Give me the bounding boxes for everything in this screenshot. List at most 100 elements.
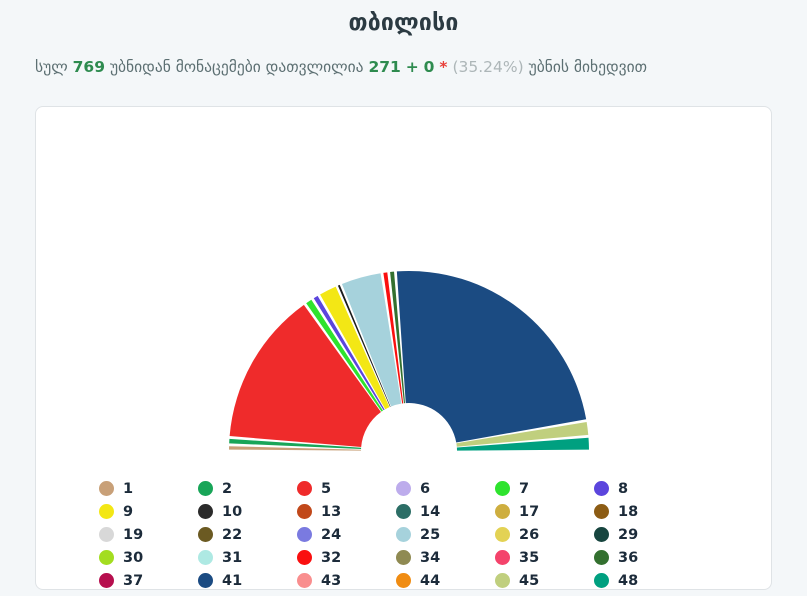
arc-slice[interactable] [337,284,391,407]
legend-color-swatch-icon [495,504,510,519]
legend-color-swatch-icon [99,527,114,542]
legend-item[interactable]: 8 [594,477,693,500]
legend-color-swatch-icon [99,504,114,519]
legend-color-swatch-icon [594,573,609,588]
legend-item-label: 37 [123,572,144,589]
legend-item-label: 6 [420,480,431,497]
legend-item[interactable]: 43 [297,569,396,589]
parliament-arc-svg [229,271,589,451]
legend-item-label: 5 [321,480,332,497]
legend-item[interactable]: 44 [396,569,495,589]
legend-item[interactable]: 2 [198,477,297,500]
legend-color-swatch-icon [198,481,213,496]
arc-slice[interactable] [456,437,589,451]
legend-item-label: 45 [519,572,540,589]
legend-color-swatch-icon [297,550,312,565]
legend-color-swatch-icon [594,504,609,519]
legend-item-label: 30 [123,549,144,566]
total-precincts-count: 769 [72,58,105,76]
legend-color-swatch-icon [396,504,411,519]
legend-item[interactable]: 9 [99,500,198,523]
legend-color-swatch-icon [99,550,114,565]
legend-color-swatch-icon [495,481,510,496]
legend-item-label: 8 [618,480,629,497]
summary-suffix: უბნის მიხედვით [528,58,648,76]
legend-item[interactable]: 45 [495,569,594,589]
legend-item-label: 13 [321,503,342,520]
legend-item[interactable]: 7 [495,477,594,500]
legend-item[interactable]: 37 [99,569,198,589]
legend-item[interactable]: 41 [198,569,297,589]
legend-color-swatch-icon [198,504,213,519]
legend-color-swatch-icon [594,527,609,542]
legend-item-label: 17 [519,503,540,520]
chart-legend: 1 2 5 6 7 8 9 10 13 14 17 18 19 22 24 25 26 29 30 31 32 34 35 3… [36,477,771,589]
legend-color-swatch-icon [495,550,510,565]
legend-item-label: 29 [618,526,639,543]
legend-item[interactable]: 29 [594,523,693,546]
legend-item[interactable]: 1 [99,477,198,500]
legend-item-label: 7 [519,480,530,497]
legend-color-swatch-icon [198,550,213,565]
legend-color-swatch-icon [99,573,114,588]
page-title: თბილისი [348,10,459,36]
arc-slice-group [229,271,589,451]
legend-item[interactable]: 25 [396,523,495,546]
legend-item[interactable]: 17 [495,500,594,523]
legend-item-label: 22 [222,526,243,543]
legend-item-label: 26 [519,526,540,543]
legend-item-label: 43 [321,572,342,589]
legend-item[interactable]: 22 [198,523,297,546]
legend-item[interactable]: 34 [396,546,495,569]
legend-item[interactable]: 14 [396,500,495,523]
legend-item-label: 2 [222,480,233,497]
legend-item[interactable]: 24 [297,523,396,546]
legend-item[interactable]: 19 [99,523,198,546]
arc-slice[interactable] [456,422,589,447]
legend-item[interactable]: 5 [297,477,396,500]
arc-slice[interactable] [229,446,362,451]
arc-slice[interactable] [229,304,381,448]
legend-item[interactable]: 31 [198,546,297,569]
semicircle-chart [36,107,771,452]
legend-item-label: 32 [321,549,342,566]
arc-slice[interactable] [313,295,385,411]
arc-slice[interactable] [320,286,390,410]
legend-color-swatch-icon [396,527,411,542]
arc-slice[interactable] [306,299,383,412]
legend-item[interactable]: 36 [594,546,693,569]
legend-item[interactable]: 6 [396,477,495,500]
legend-color-swatch-icon [396,481,411,496]
legend-item[interactable]: 35 [495,546,594,569]
legend-item-label: 34 [420,549,441,566]
legend-item[interactable]: 10 [198,500,297,523]
legend-color-swatch-icon [495,527,510,542]
legend-item[interactable]: 48 [594,569,693,589]
summary-prefix: სულ [35,58,68,76]
summary-middle: უბნიდან მონაცემები დათვლილია [109,58,364,76]
legend-item-label: 14 [420,503,441,520]
arc-slice[interactable] [341,273,402,407]
legend-item-label: 41 [222,572,243,589]
legend-item[interactable]: 26 [495,523,594,546]
extra-precincts-count: 0 [423,58,435,76]
legend-item-label: 9 [123,503,134,520]
legend-color-swatch-icon [396,550,411,565]
legend-color-swatch-icon [297,573,312,588]
legend-item[interactable]: 18 [594,500,693,523]
arc-slice[interactable] [390,271,406,404]
legend-item-label: 1 [123,480,134,497]
results-card: 1 2 5 6 7 8 9 10 13 14 17 18 19 22 24 25 26 29 30 31 32 34 35 3… [35,106,772,590]
legend-item[interactable]: 13 [297,500,396,523]
legend-color-swatch-icon [198,573,213,588]
legend-color-swatch-icon [99,481,114,496]
legend-item-label: 24 [321,526,342,543]
legend-item[interactable]: 32 [297,546,396,569]
plus-sign: + [405,58,419,76]
legend-item[interactable]: 30 [99,546,198,569]
arc-slice[interactable] [396,271,587,443]
arc-slice[interactable] [383,272,404,404]
legend-color-swatch-icon [495,573,510,588]
arc-slice[interactable] [229,438,362,449]
